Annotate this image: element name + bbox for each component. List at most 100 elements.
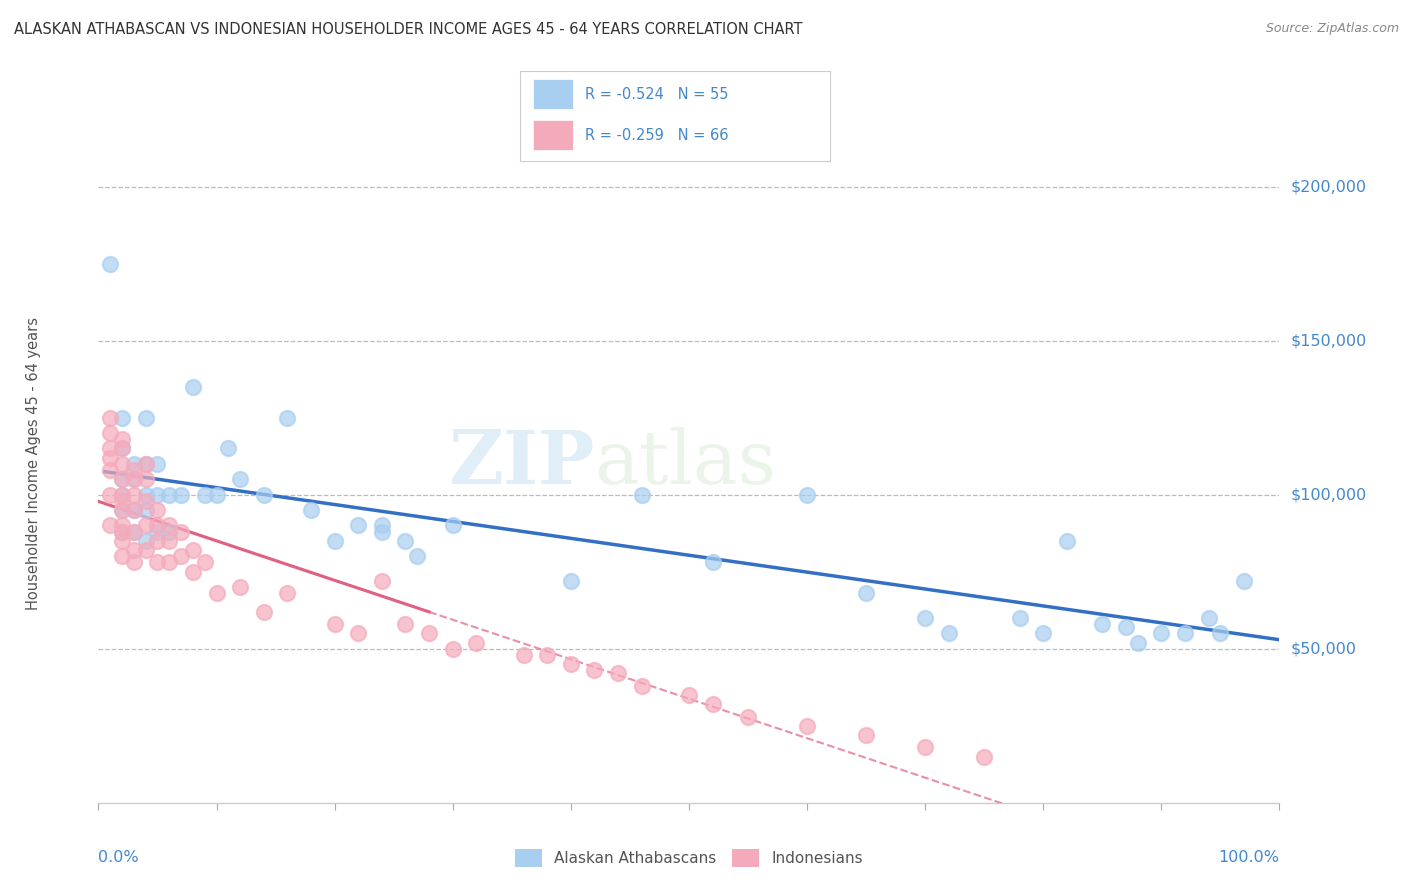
Text: R = -0.524   N = 55: R = -0.524 N = 55 (585, 87, 728, 102)
Point (122, 457, 145, 471)
Point (371, 518, 394, 533)
Point (702, 556, 724, 570)
Point (111, 518, 134, 533)
Point (146, 518, 169, 533)
Point (194, 556, 217, 570)
Point (560, 657, 582, 672)
Point (157, 533, 180, 548)
Point (111, 488, 134, 502)
Point (441, 641, 464, 656)
Point (98, 463, 121, 477)
Point (371, 574, 394, 588)
Point (122, 503, 145, 517)
Point (122, 524, 145, 539)
Point (1126, 635, 1149, 649)
Point (111, 503, 134, 517)
Text: $100,000: $100,000 (1291, 487, 1367, 502)
Point (135, 488, 157, 502)
Legend: Alaskan Athabascans, Indonesians: Alaskan Athabascans, Indonesians (509, 843, 869, 873)
Point (135, 493, 157, 508)
Point (1032, 626, 1054, 640)
Point (441, 518, 464, 533)
Point (122, 488, 145, 502)
Point (1056, 533, 1078, 548)
Point (135, 518, 157, 533)
Text: atlas: atlas (595, 427, 776, 500)
Point (111, 442, 134, 456)
Point (135, 457, 157, 471)
Point (630, 488, 652, 502)
Point (170, 488, 193, 502)
Point (111, 432, 134, 446)
Point (122, 524, 145, 539)
Point (135, 503, 157, 517)
Point (607, 666, 630, 681)
Point (170, 549, 193, 564)
Point (583, 663, 606, 677)
Point (157, 488, 180, 502)
Point (98, 425, 121, 440)
Bar (533, 120, 572, 150)
Point (98, 410, 121, 425)
Point (98, 450, 121, 465)
Point (855, 728, 877, 742)
Point (146, 533, 169, 548)
Point (394, 533, 416, 548)
Point (323, 533, 346, 548)
Point (146, 457, 169, 471)
Text: $150,000: $150,000 (1291, 333, 1367, 348)
Point (1150, 626, 1173, 640)
Point (111, 457, 134, 471)
Point (1008, 611, 1031, 625)
Point (973, 749, 995, 764)
Point (678, 688, 700, 702)
Point (157, 524, 180, 539)
Point (111, 524, 134, 539)
Text: ALASKAN ATHABASCAN VS INDONESIAN HOUSEHOLDER INCOME AGES 45 - 64 YEARS CORRELATI: ALASKAN ATHABASCAN VS INDONESIAN HOUSEHO… (14, 22, 803, 37)
Point (347, 626, 370, 640)
Point (98, 488, 121, 502)
Point (135, 410, 157, 425)
Point (194, 488, 217, 502)
Point (122, 503, 145, 517)
Point (146, 556, 169, 570)
Text: 100.0%: 100.0% (1219, 850, 1279, 865)
Point (914, 740, 936, 755)
Point (253, 605, 276, 619)
Point (111, 488, 134, 502)
Point (394, 617, 416, 632)
Text: ZIP: ZIP (449, 427, 595, 500)
Point (253, 488, 276, 502)
Point (1115, 620, 1137, 634)
Point (229, 472, 252, 486)
Point (111, 442, 134, 456)
Point (122, 463, 145, 477)
Point (122, 556, 145, 570)
Point (323, 617, 346, 632)
Point (418, 626, 440, 640)
Point (135, 543, 157, 558)
Point (111, 472, 134, 486)
Point (205, 488, 228, 502)
Point (157, 518, 180, 533)
Point (299, 503, 322, 517)
Point (146, 488, 169, 502)
Point (181, 380, 204, 394)
Point (702, 697, 724, 711)
Point (111, 410, 134, 425)
Point (98, 256, 121, 270)
Point (217, 442, 239, 456)
Point (122, 543, 145, 558)
Point (146, 503, 169, 517)
Point (465, 635, 488, 649)
Text: Source: ZipAtlas.com: Source: ZipAtlas.com (1265, 22, 1399, 36)
Point (276, 586, 298, 600)
Point (276, 410, 298, 425)
Point (170, 524, 193, 539)
Point (146, 524, 169, 539)
Point (111, 524, 134, 539)
Point (1174, 626, 1197, 640)
Point (111, 503, 134, 517)
Point (1198, 611, 1220, 625)
Point (135, 457, 157, 471)
